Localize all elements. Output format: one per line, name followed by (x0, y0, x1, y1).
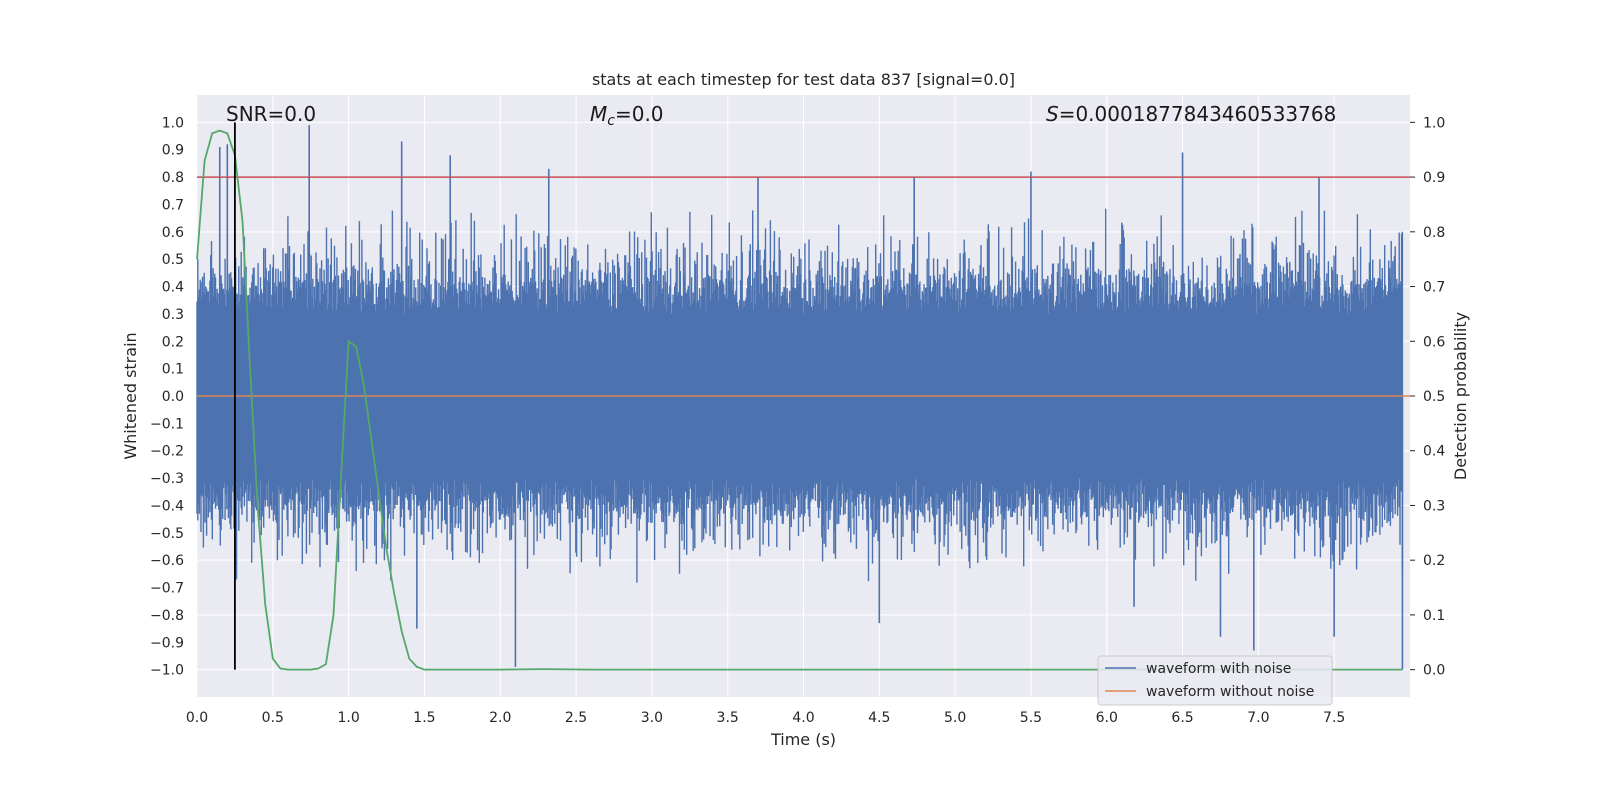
y-left-tick-label-1: 0.9 (162, 143, 184, 159)
y-right-tick-label-10: 0.0 (1423, 663, 1445, 679)
y-right-tick-label-1: 0.9 (1423, 170, 1445, 186)
series-detection-probability (196, 129, 1403, 671)
annotation-mc-symbol: M (590, 102, 607, 126)
y-left-tick-label-17: −0.7 (150, 581, 184, 597)
y-left-tick-label-13: −0.3 (150, 471, 184, 487)
y-right-tick-label-4: 0.6 (1423, 334, 1445, 350)
x-tick-label-6: 3.0 (641, 710, 663, 726)
y-right-tick-label-2: 0.8 (1423, 225, 1445, 241)
y-axis-right-label: Detection probability (1451, 312, 1470, 480)
x-tick-label-0: 0.0 (186, 710, 208, 726)
annotation-s-symbol: S (1046, 102, 1059, 126)
y-right-tick-label-7: 0.3 (1423, 498, 1445, 514)
y-right-tick-label-9: 0.1 (1423, 608, 1445, 624)
y-left-tick-label-9: 0.1 (162, 362, 184, 378)
annotation-s-value: =0.0001877843460533768 (1059, 102, 1337, 126)
legend-box (1097, 655, 1333, 706)
y-left-tick-label-19: −0.9 (150, 635, 184, 651)
x-tick-label-12: 6.0 (1096, 710, 1118, 726)
annotation-mc-value: =0.0 (615, 102, 664, 126)
y-left-tick-label-4: 0.6 (162, 225, 184, 241)
annotation-mc-subscript: c (607, 113, 615, 129)
chart-title: stats at each timestep for test data 837… (592, 70, 1015, 89)
y-right-tick-label-8: 0.2 (1423, 553, 1445, 569)
y-left-tick-label-0: 1.0 (162, 115, 184, 131)
legend-label-with-noise: waveform with noise (1146, 661, 1291, 677)
y-left-tick-label-12: −0.2 (150, 444, 184, 460)
x-tick-label-15: 7.5 (1323, 710, 1345, 726)
y-right-tick-label-5: 0.5 (1423, 389, 1445, 405)
x-tick-label-8: 4.0 (792, 710, 814, 726)
x-tick-label-4: 2.0 (489, 710, 511, 726)
y-left-tick-label-7: 0.3 (162, 307, 184, 323)
x-tick-label-7: 3.5 (717, 710, 739, 726)
detection-probability-line (196, 129, 1403, 671)
x-tick-label-11: 5.5 (1020, 710, 1042, 726)
annotation-score: S=0.0001877843460533768 (1046, 102, 1336, 126)
y-left-tick-label-16: −0.6 (150, 553, 184, 569)
y-left-tick-label-3: 0.7 (162, 197, 184, 213)
y-right-tick-label-6: 0.4 (1423, 444, 1445, 460)
y-left-tick-label-18: −0.8 (150, 608, 184, 624)
x-tick-label-2: 1.0 (337, 710, 359, 726)
x-tick-label-3: 1.5 (413, 710, 435, 726)
y-axis-right-ticks: 1.0 0.9 0.8 0.7 0.6 0.5 0.4 0.3 0.2 0.1 0.0 (1410, 115, 1445, 679)
x-tick-label-14: 7.0 (1247, 710, 1269, 726)
y-axis-left-label: Whitened strain (121, 332, 140, 459)
y-left-tick-label-15: −0.5 (150, 526, 184, 542)
y-left-tick-label-11: −0.1 (150, 416, 184, 432)
y-left-tick-label-6: 0.4 (162, 280, 184, 296)
y-left-tick-label-5: 0.5 (162, 252, 184, 268)
legend-label-without-noise: waveform without noise (1146, 684, 1314, 700)
y-left-tick-label-8: 0.2 (162, 334, 184, 350)
x-tick-label-9: 4.5 (868, 710, 890, 726)
y-left-tick-label-2: 0.8 (162, 170, 184, 186)
x-tick-label-13: 6.5 (1171, 710, 1193, 726)
x-axis-label: Time (s) (770, 730, 836, 749)
y-axis-left-ticks: 1.0 0.9 0.8 0.7 0.6 0.5 0.4 0.3 0.2 0.1 0.0 −0.1 −0.… (150, 115, 184, 678)
annotation-snr: SNR=0.0 (226, 102, 316, 126)
annotation-chirp-mass: Mc=0.0 (590, 102, 664, 129)
x-tick-label-10: 5.0 (944, 710, 966, 726)
y-left-tick-label-14: −0.4 (150, 498, 184, 514)
x-axis-ticks: 0.0 0.5 1.0 1.5 2.0 2.5 3.0 3.5 4.0 4.5 5.0 5.5 6.0 6… (186, 710, 1345, 726)
y-right-tick-label-0: 1.0 (1423, 115, 1445, 131)
x-tick-label-5: 2.5 (565, 710, 587, 726)
y-right-tick-label-3: 0.7 (1423, 280, 1445, 296)
y-left-tick-label-20: −1.0 (150, 663, 184, 679)
legend: waveform with noise waveform without noi… (1097, 655, 1333, 706)
x-tick-label-1: 0.5 (262, 710, 284, 726)
y-left-tick-label-10: 0.0 (162, 389, 184, 405)
